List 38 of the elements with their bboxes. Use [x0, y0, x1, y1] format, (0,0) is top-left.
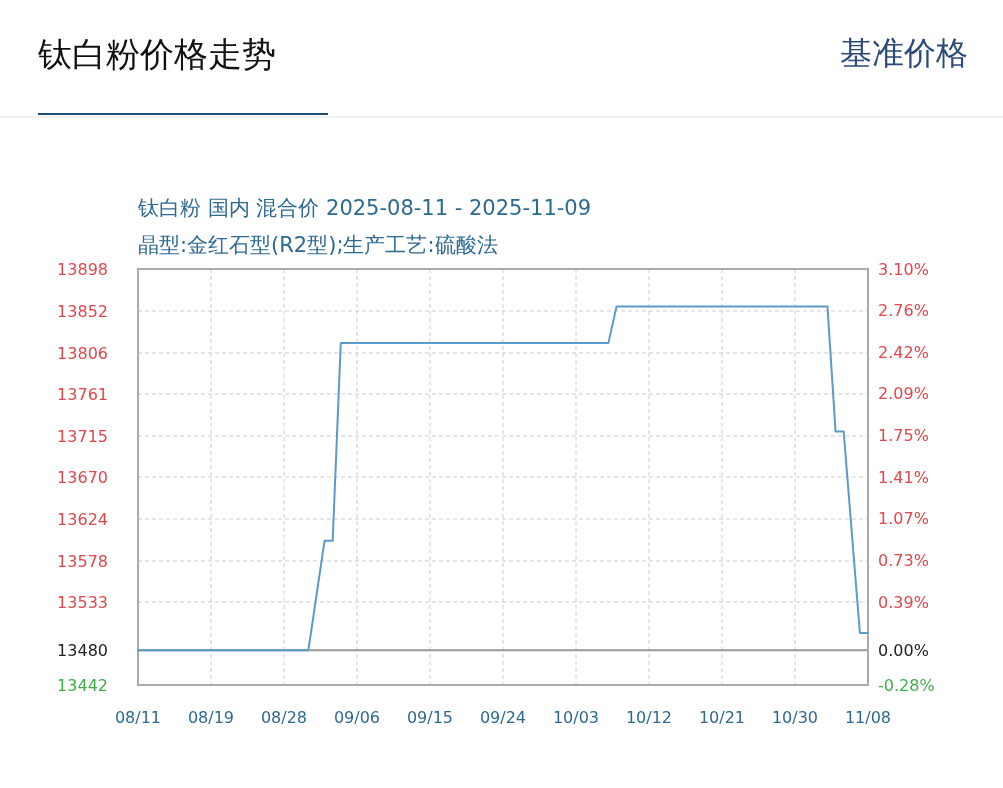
chart-title: 钛白粉价格走势: [37, 34, 276, 74]
y-tick-label: 13852: [57, 301, 108, 321]
x-tick-label: 08/28: [260, 708, 308, 727]
y2-tick-label: 2.42%: [878, 343, 929, 363]
y-tick-label: 13533: [57, 592, 108, 612]
y-tick-label: 13715: [57, 426, 108, 446]
y2-tick-label: 1.07%: [878, 509, 929, 529]
y-tick-label: 13898: [57, 259, 108, 279]
text: 基准价格: [840, 34, 968, 72]
y2-tick-label: 0.73%: [878, 551, 929, 571]
chart-subtitle: 钛白粉 国内 混合价 2025-08-11 - 2025-11-09: [137, 196, 592, 220]
x-tick-label: 10/30: [771, 708, 819, 727]
line-series: [137, 305, 869, 652]
x-tick-label: 10/21: [698, 708, 746, 727]
y2-tick-label: 1.41%: [878, 467, 929, 487]
x-tick-label: 09/06: [333, 708, 381, 727]
y2-tick-label: 1.75%: [878, 425, 929, 445]
y2-tick-label: 3.10%: [878, 259, 929, 279]
y-tick-label: 13761: [57, 384, 108, 404]
x-tick-label: 11/08: [844, 708, 892, 727]
y-tick-label: 13578: [57, 551, 108, 571]
x-tick-label: 10/12: [625, 708, 673, 727]
y-tick-label: 13670: [57, 467, 108, 487]
x-tick-label: 08/11: [114, 708, 162, 727]
y-tick-label: 13806: [57, 343, 108, 363]
y2-tick-label: 2.09%: [878, 383, 929, 403]
x-tick-label: 09/24: [479, 708, 527, 727]
x-tick-label: 09/15: [406, 708, 454, 727]
x-tick-label: 10/03: [552, 708, 600, 727]
x-tick-label: 08/19: [187, 708, 235, 727]
y2-tick-label: 0.39%: [878, 593, 929, 613]
y-tick-label: 13624: [57, 509, 108, 529]
text: 晶型:金红石型(R2型);生产工艺:硫酸法: [138, 233, 498, 257]
y2-tick-label: -0.28%: [878, 675, 935, 695]
y-tick-label: 13442: [57, 675, 108, 695]
y-tick-label: 13480: [57, 640, 108, 660]
y2-tick-label: 0.00%: [878, 641, 929, 661]
y2-tick-label: 2.76%: [878, 301, 929, 321]
